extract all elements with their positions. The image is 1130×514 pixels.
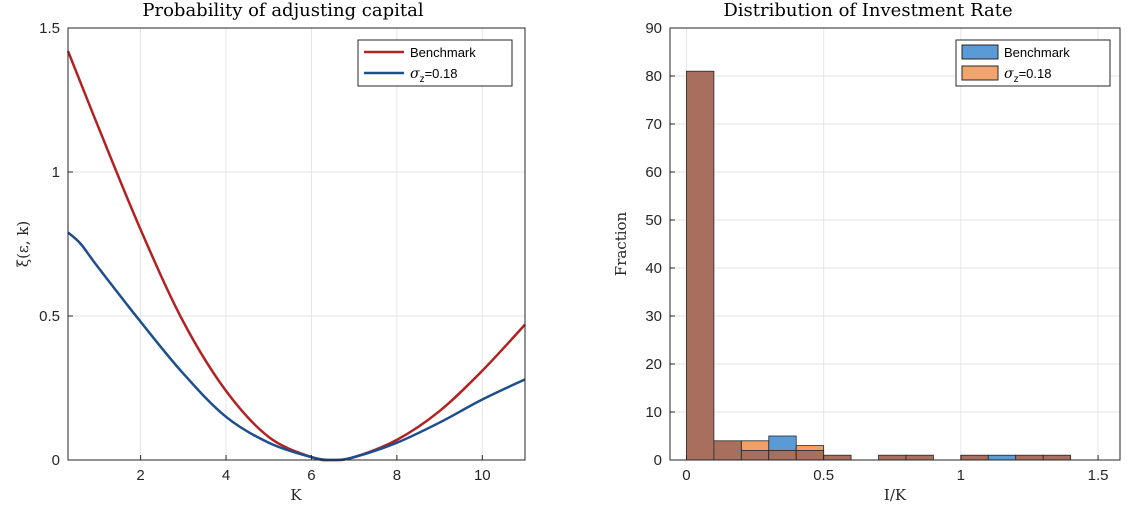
x-tick-label: 6: [307, 467, 315, 484]
histogram-legend: Benchmark σz=0.18: [956, 40, 1110, 86]
line-chart-xlabel: K: [290, 486, 302, 504]
y-tick-label: 0: [52, 452, 60, 469]
y-tick-label: 0.5: [39, 308, 60, 325]
histogram-bar-overlap: [906, 455, 933, 460]
histogram-bar-overlap: [796, 450, 823, 460]
histogram-bar-overlap: [1043, 455, 1070, 460]
histogram-xlabel: I/K: [884, 486, 907, 504]
y-tick-label: 70: [645, 116, 662, 133]
benchmark-line: [68, 51, 525, 460]
x-tick-label: 1: [957, 467, 965, 484]
histogram-bar-overlap: [686, 71, 713, 460]
x-tick-label: 4: [222, 467, 230, 484]
histogram-title: Distribution of Investment Rate: [723, 0, 1012, 21]
legend-label-benchmark: Benchmark: [1004, 45, 1070, 60]
histogram-grid: [670, 28, 1120, 460]
y-tick-label: 1.5: [39, 20, 60, 37]
histogram-bar-overlap: [961, 455, 988, 460]
histogram-bar-benchmark: [988, 455, 1015, 460]
histogram-bar-overlap: [879, 455, 906, 460]
histogram-ylabel: Fraction: [612, 211, 630, 276]
y-tick-label: 40: [645, 260, 662, 277]
x-tick-label: 10: [474, 467, 491, 484]
y-tick-label: 60: [645, 164, 662, 181]
line-chart-series: [68, 51, 525, 460]
legend-label-benchmark: Benchmark: [410, 45, 476, 60]
histogram-axes-box: [670, 28, 1120, 460]
histogram-bars: [686, 71, 1070, 460]
y-tick-label: 90: [645, 20, 662, 37]
histogram-bar-overlap: [769, 450, 796, 460]
y-tick-label: 0: [654, 452, 662, 469]
histogram-bar-overlap: [1016, 455, 1043, 460]
line-chart-title: Probability of adjusting capital: [142, 0, 423, 21]
y-tick-label: 30: [645, 308, 662, 325]
x-tick-label: 1.5: [1088, 467, 1109, 484]
line-chart-ticks: 2 4 6 8 10 0 0.5 1 1.5: [39, 20, 490, 484]
y-tick-label: 1: [52, 164, 60, 181]
y-tick-label: 10: [645, 404, 662, 421]
histogram-ticks: 0 0.5 1 1.5 0 10 20 30 40 50 60 70 80 90: [645, 20, 1108, 484]
legend-swatch-sigma: [962, 66, 998, 80]
histogram-panel: Distribution of Investment Rate 0 0.5 1 1.5…: [612, 0, 1120, 504]
x-tick-label: 2: [136, 467, 144, 484]
y-tick-label: 80: [645, 68, 662, 85]
line-chart-panel: Probability of adjusting capital 2 4 6 8 100…: [14, 0, 525, 504]
histogram-bar-overlap: [714, 441, 741, 460]
x-tick-label: 0.5: [813, 467, 834, 484]
y-tick-label: 20: [645, 356, 662, 373]
y-tick-label: 50: [645, 212, 662, 229]
histogram-bar-overlap: [741, 450, 768, 460]
sigma-line: [68, 232, 525, 460]
line-chart-legend: Benchmark σz=0.18: [358, 40, 512, 86]
x-tick-label: 0: [682, 467, 690, 484]
histogram-bar-overlap: [824, 455, 851, 460]
x-tick-label: 8: [393, 467, 401, 484]
legend-swatch-benchmark: [962, 45, 998, 59]
line-chart-ylabel: ξ(ε, k): [14, 221, 32, 267]
